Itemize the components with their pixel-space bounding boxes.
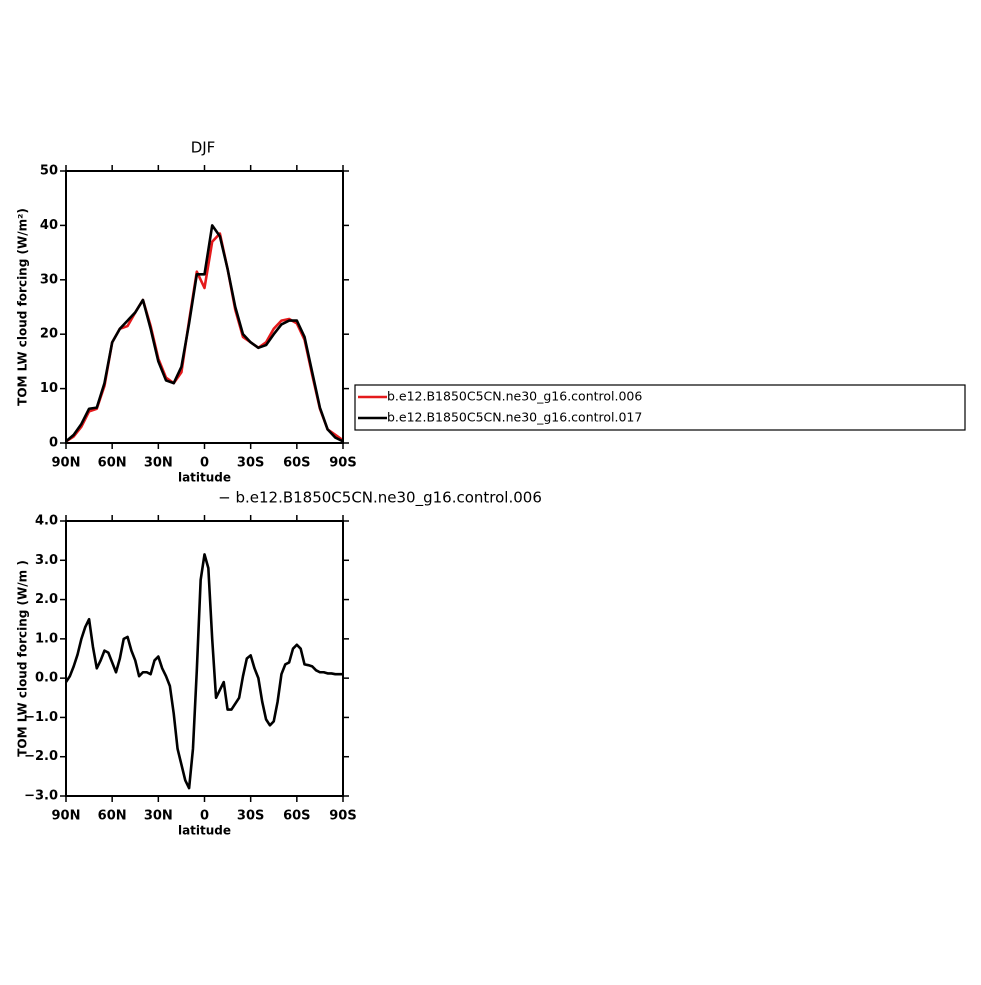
legend-label: b.e12.B1850C5CN.ne30_g16.control.006 [387,389,642,404]
x-tick-label: 60N [98,809,127,824]
y-tick-label: −3.0 [24,789,58,804]
y-axis-label: TOM LW cloud forcing (W/m ) [16,560,30,757]
plot-frame [65,170,344,444]
x-tick-label: 90S [329,456,356,471]
y-label-group: TOM LW cloud forcing (W/m ) [16,560,30,757]
x-tick-label: 90N [52,456,81,471]
y-tick-label: −2.0 [24,749,58,764]
y-tick-label: −1.0 [24,710,58,725]
data-line [65,224,344,443]
data-line [64,553,343,790]
x-tick-label: 30S [237,809,264,824]
legend-box [354,384,966,431]
y-tick-label: 10 [40,381,58,396]
chart-title: − b.e12.B1850C5CN.ne30_g16.control.006 [218,489,542,508]
legend-label: b.e12.B1850C5CN.ne30_g16.control.017 [387,410,642,425]
y-tick-label: 40 [40,218,58,233]
chart-title: DJF [191,139,216,157]
y-axis-label: TOM LW cloud forcing (W/m²) [16,208,30,406]
y-tick-label: 0.0 [35,671,58,686]
x-tick-label: 30S [237,456,264,471]
y-label-group: TOM LW cloud forcing (W/m²) [16,208,30,406]
x-tick-label: 30N [144,456,173,471]
plot-frame [65,520,344,797]
x-tick-label: 60S [283,456,310,471]
x-tick-label: 0 [200,456,209,471]
x-axis-label: latitude [178,824,231,838]
y-tick-label: 1.0 [35,631,58,646]
x-tick-label: 90N [52,809,81,824]
x-tick-label: 60S [283,809,310,824]
x-axis-label: latitude [178,471,231,485]
x-tick-label: 30N [144,809,173,824]
y-tick-label: 4.0 [35,514,58,529]
x-tick-label: 0 [200,809,209,824]
y-tick-label: 0 [49,436,58,451]
y-tick-label: 2.0 [35,592,58,607]
y-tick-label: 3.0 [35,553,58,568]
data-line [65,232,344,443]
y-tick-label: 50 [40,164,58,179]
y-tick-label: 20 [40,327,58,342]
y-tick-label: 30 [40,272,58,287]
x-tick-label: 90S [329,809,356,824]
x-tick-label: 60N [98,456,127,471]
